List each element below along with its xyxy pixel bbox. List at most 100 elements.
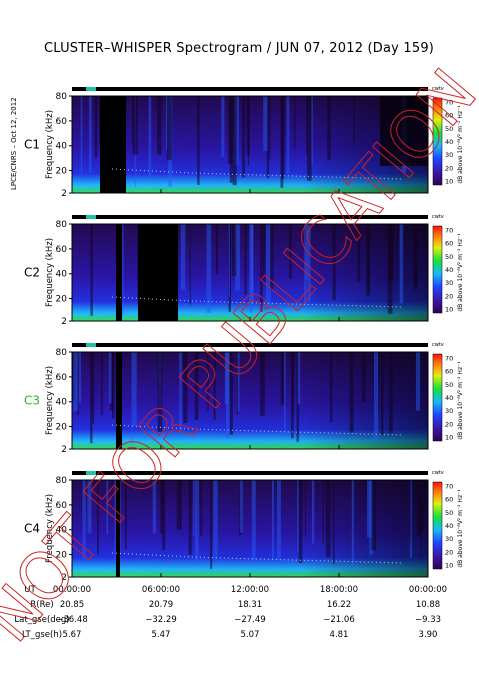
spectrogram-streak [160,480,164,534]
spectrogram-streak [132,96,134,146]
spectrogram-streak [284,352,286,432]
spectrogram-streak [179,352,182,431]
spectrogram-streak [80,96,83,175]
ephemeris-value: 4.81 [330,630,349,640]
spectrogram-streak [94,96,98,158]
spectrogram-streak [157,96,162,155]
data-gap [100,96,126,193]
page-title: CLUSTER–WHISPER Spectrogram / JUN 07, 20… [44,41,435,56]
spectrogram-streak [228,224,231,312]
plasma-frequency-line [111,552,403,564]
spectrogram-streak [249,224,253,313]
data-gap [380,96,428,166]
colorbar-tick-label: 30 [445,279,453,287]
spectrogram-streak [108,352,112,404]
spectrogram-shade [72,480,428,577]
colorbar-tick-label: 70 [445,355,453,363]
colorbar-tag: cwtv [432,342,444,348]
ephemeris-value: 20.85 [60,600,84,610]
spectrogram-streak [97,480,99,555]
ephemeris-value: 5.67 [63,630,82,640]
y-tick-label: 80 [56,220,68,230]
spectrogram-streak [416,480,422,537]
colorbar-label: dB above 10⁻⁸V² m⁻² Hz⁻¹ [457,105,464,184]
colorbar-tick-label: 60 [445,240,453,248]
spectrogram-streak [194,480,199,565]
y-tick-label: 2 [61,445,67,455]
spectrogram-streak [244,224,247,295]
spectrogram-streak [307,224,311,303]
panel-label: C3 [24,394,40,408]
spectrogram-streak [131,352,133,444]
y-tick-label: 60 [56,501,68,511]
colorbar-label: dB above 10⁻⁸V² m⁻² Hz⁻¹ [457,489,464,568]
spectrogram-streak [242,96,245,178]
spectrogram-streak [157,352,163,432]
spectrogram-streak [325,480,331,558]
ephemeris-value: 10.88 [416,600,440,610]
ephemeris-value: −32.29 [145,615,176,625]
spectrogram-streak [414,224,418,288]
y-tick-label: 2 [61,573,67,583]
spectrogram-streak [260,224,263,312]
status-segment [86,343,96,347]
colorbar-tick-label: 50 [445,381,453,389]
spectrogram-streak [152,480,156,534]
spectrogram-streak [216,224,218,274]
spectrogram-streak [298,480,303,563]
spectrogram-streak [224,352,229,405]
panel-label: C4 [24,522,40,536]
spectrogram-streak [206,224,212,313]
colorbar-tick-label: 50 [445,253,453,261]
y-tick-label: 80 [56,348,68,358]
colorbar [432,225,443,314]
spectrogram-streak [200,480,203,536]
y-tick-label: 20 [56,551,68,561]
spectrogram-streak [167,96,172,161]
spectrogram-streak [269,96,271,161]
spectrogram-streak [322,480,324,543]
y-axis-label: Frequency (kHz) [45,238,55,307]
spectrogram-streak [76,352,79,415]
spectrogram-streak [197,96,200,185]
colorbar-tick-label: 70 [445,483,453,491]
y-tick-label: 60 [56,117,68,127]
time-label: 00:00:00 [53,585,91,595]
colorbar-tick-label: 70 [445,227,453,235]
spectrogram-streak [389,352,393,433]
spectrogram-streak [306,224,309,280]
spectrogram-streak [419,480,425,531]
spectrogram-streak [89,96,92,173]
colorbar-label: dB above 10⁻⁸V² m⁻² Hz⁻¹ [457,233,464,312]
spectrogram-streak [235,224,241,291]
colorbar-tag: cwtv [432,214,444,220]
spectrogram-streak [353,96,355,145]
ephemeris-row-label: Lat_gse(deg) [14,615,69,625]
y-tick-label: 40 [56,526,68,536]
y-tick-label: 40 [56,270,68,280]
spectrogram-streak [221,96,225,157]
spectrogram-streak [90,224,93,316]
spectrogram-streak [357,224,361,282]
ephemeris-row-label: R(Re) [30,600,53,610]
spectrogram-streak [87,480,92,534]
spectrogram-streak [410,480,412,543]
spectrogram-streak [371,480,376,551]
y-tick-label: 80 [56,476,68,486]
spectrogram-streak [73,352,79,412]
spectrogram-streak [327,96,331,161]
spectrogram-streak [228,96,233,164]
colorbar-tick-label: 10 [445,178,453,186]
colorbar-tag: cwtv [432,470,444,476]
spectrogram-streak [232,224,237,277]
ephemeris-value: 5.07 [241,630,260,640]
spectrogram-streak [304,224,307,307]
status-bar [72,87,428,91]
spectrogram-streak [247,96,250,166]
ephemeris-row-label: UT [24,585,36,595]
spectrogram-streak [266,224,271,309]
panel-label: C1 [24,138,40,152]
